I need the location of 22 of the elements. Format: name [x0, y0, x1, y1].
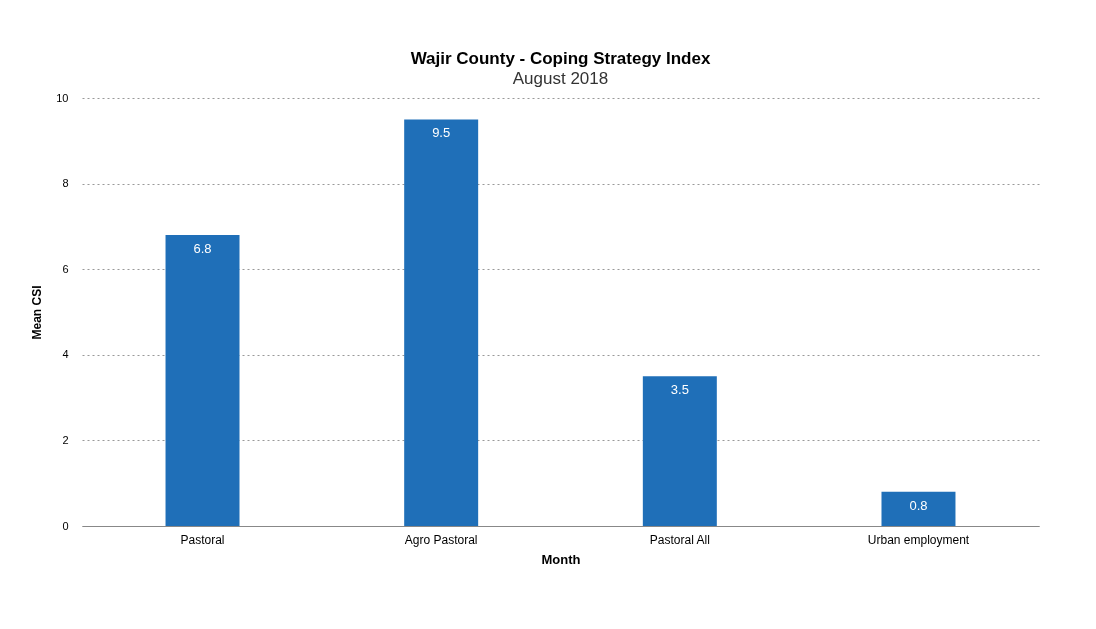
- y-tick-label: 4: [62, 348, 69, 361]
- x-tick-label: Urban employment: [867, 532, 970, 547]
- y-tick-label: 0: [62, 519, 69, 532]
- y-tick-label: 10: [56, 91, 69, 104]
- y-axis-title: Mean CSI: [30, 285, 45, 340]
- data-label: 6.8: [193, 240, 212, 256]
- chart-title: Wajir County - Coping Strategy Index: [410, 49, 711, 68]
- bar: [642, 376, 717, 526]
- chart-subtitle: August 2018: [512, 69, 609, 88]
- bar: [165, 234, 240, 526]
- bar: [881, 491, 956, 526]
- data-label: 0.8: [909, 497, 928, 513]
- x-axis-title: Month: [541, 551, 581, 567]
- x-tick-label: Pastoral: [180, 532, 225, 547]
- data-label: 3.5: [670, 382, 689, 398]
- y-tick-label: 6: [62, 262, 69, 275]
- x-tick-label: Agro Pastoral: [404, 532, 478, 547]
- data-label: 9.5: [432, 125, 451, 141]
- x-tick-label: Pastoral All: [649, 532, 710, 547]
- y-tick-label: 8: [62, 177, 69, 190]
- bar: [404, 119, 479, 526]
- y-tick-label: 2: [62, 433, 69, 446]
